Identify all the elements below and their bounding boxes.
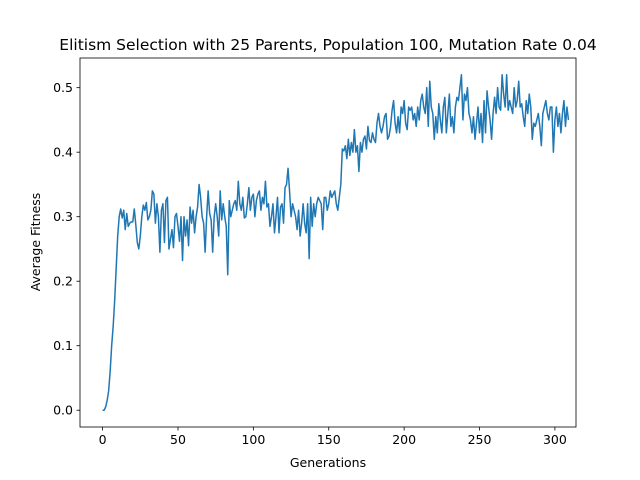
axes-frame bbox=[79, 57, 577, 428]
chart-title: Elitism Selection with 25 Parents, Popul… bbox=[59, 36, 596, 54]
y-tick-label-0.1: 0.1 bbox=[53, 338, 73, 353]
y-axis-label: Average Fitness bbox=[28, 193, 43, 292]
x-tick-label-50: 50 bbox=[170, 432, 186, 447]
x-tick-label-100: 100 bbox=[241, 432, 265, 447]
x-tick-label-250: 250 bbox=[468, 432, 492, 447]
y-tick-label-0: 0.0 bbox=[53, 403, 73, 418]
y-tick-label-0.4: 0.4 bbox=[53, 145, 73, 160]
x-axis-label: Generations bbox=[290, 455, 366, 470]
y-tick-label-0.5: 0.5 bbox=[53, 80, 73, 95]
x-tick-label-300: 300 bbox=[543, 432, 567, 447]
plot-area: 0 50 100 150 200 250 300 0.0 0.1 0.2 0.3 0.4 0.5 bbox=[53, 57, 577, 447]
y-tick-label-0.3: 0.3 bbox=[53, 209, 73, 224]
y-tick-label-0.2: 0.2 bbox=[53, 274, 73, 289]
series-line-0 bbox=[102, 74, 570, 411]
x-tick-label-200: 200 bbox=[392, 432, 416, 447]
x-tick-label-150: 150 bbox=[317, 432, 341, 447]
x-tick-label-0: 0 bbox=[99, 432, 107, 447]
